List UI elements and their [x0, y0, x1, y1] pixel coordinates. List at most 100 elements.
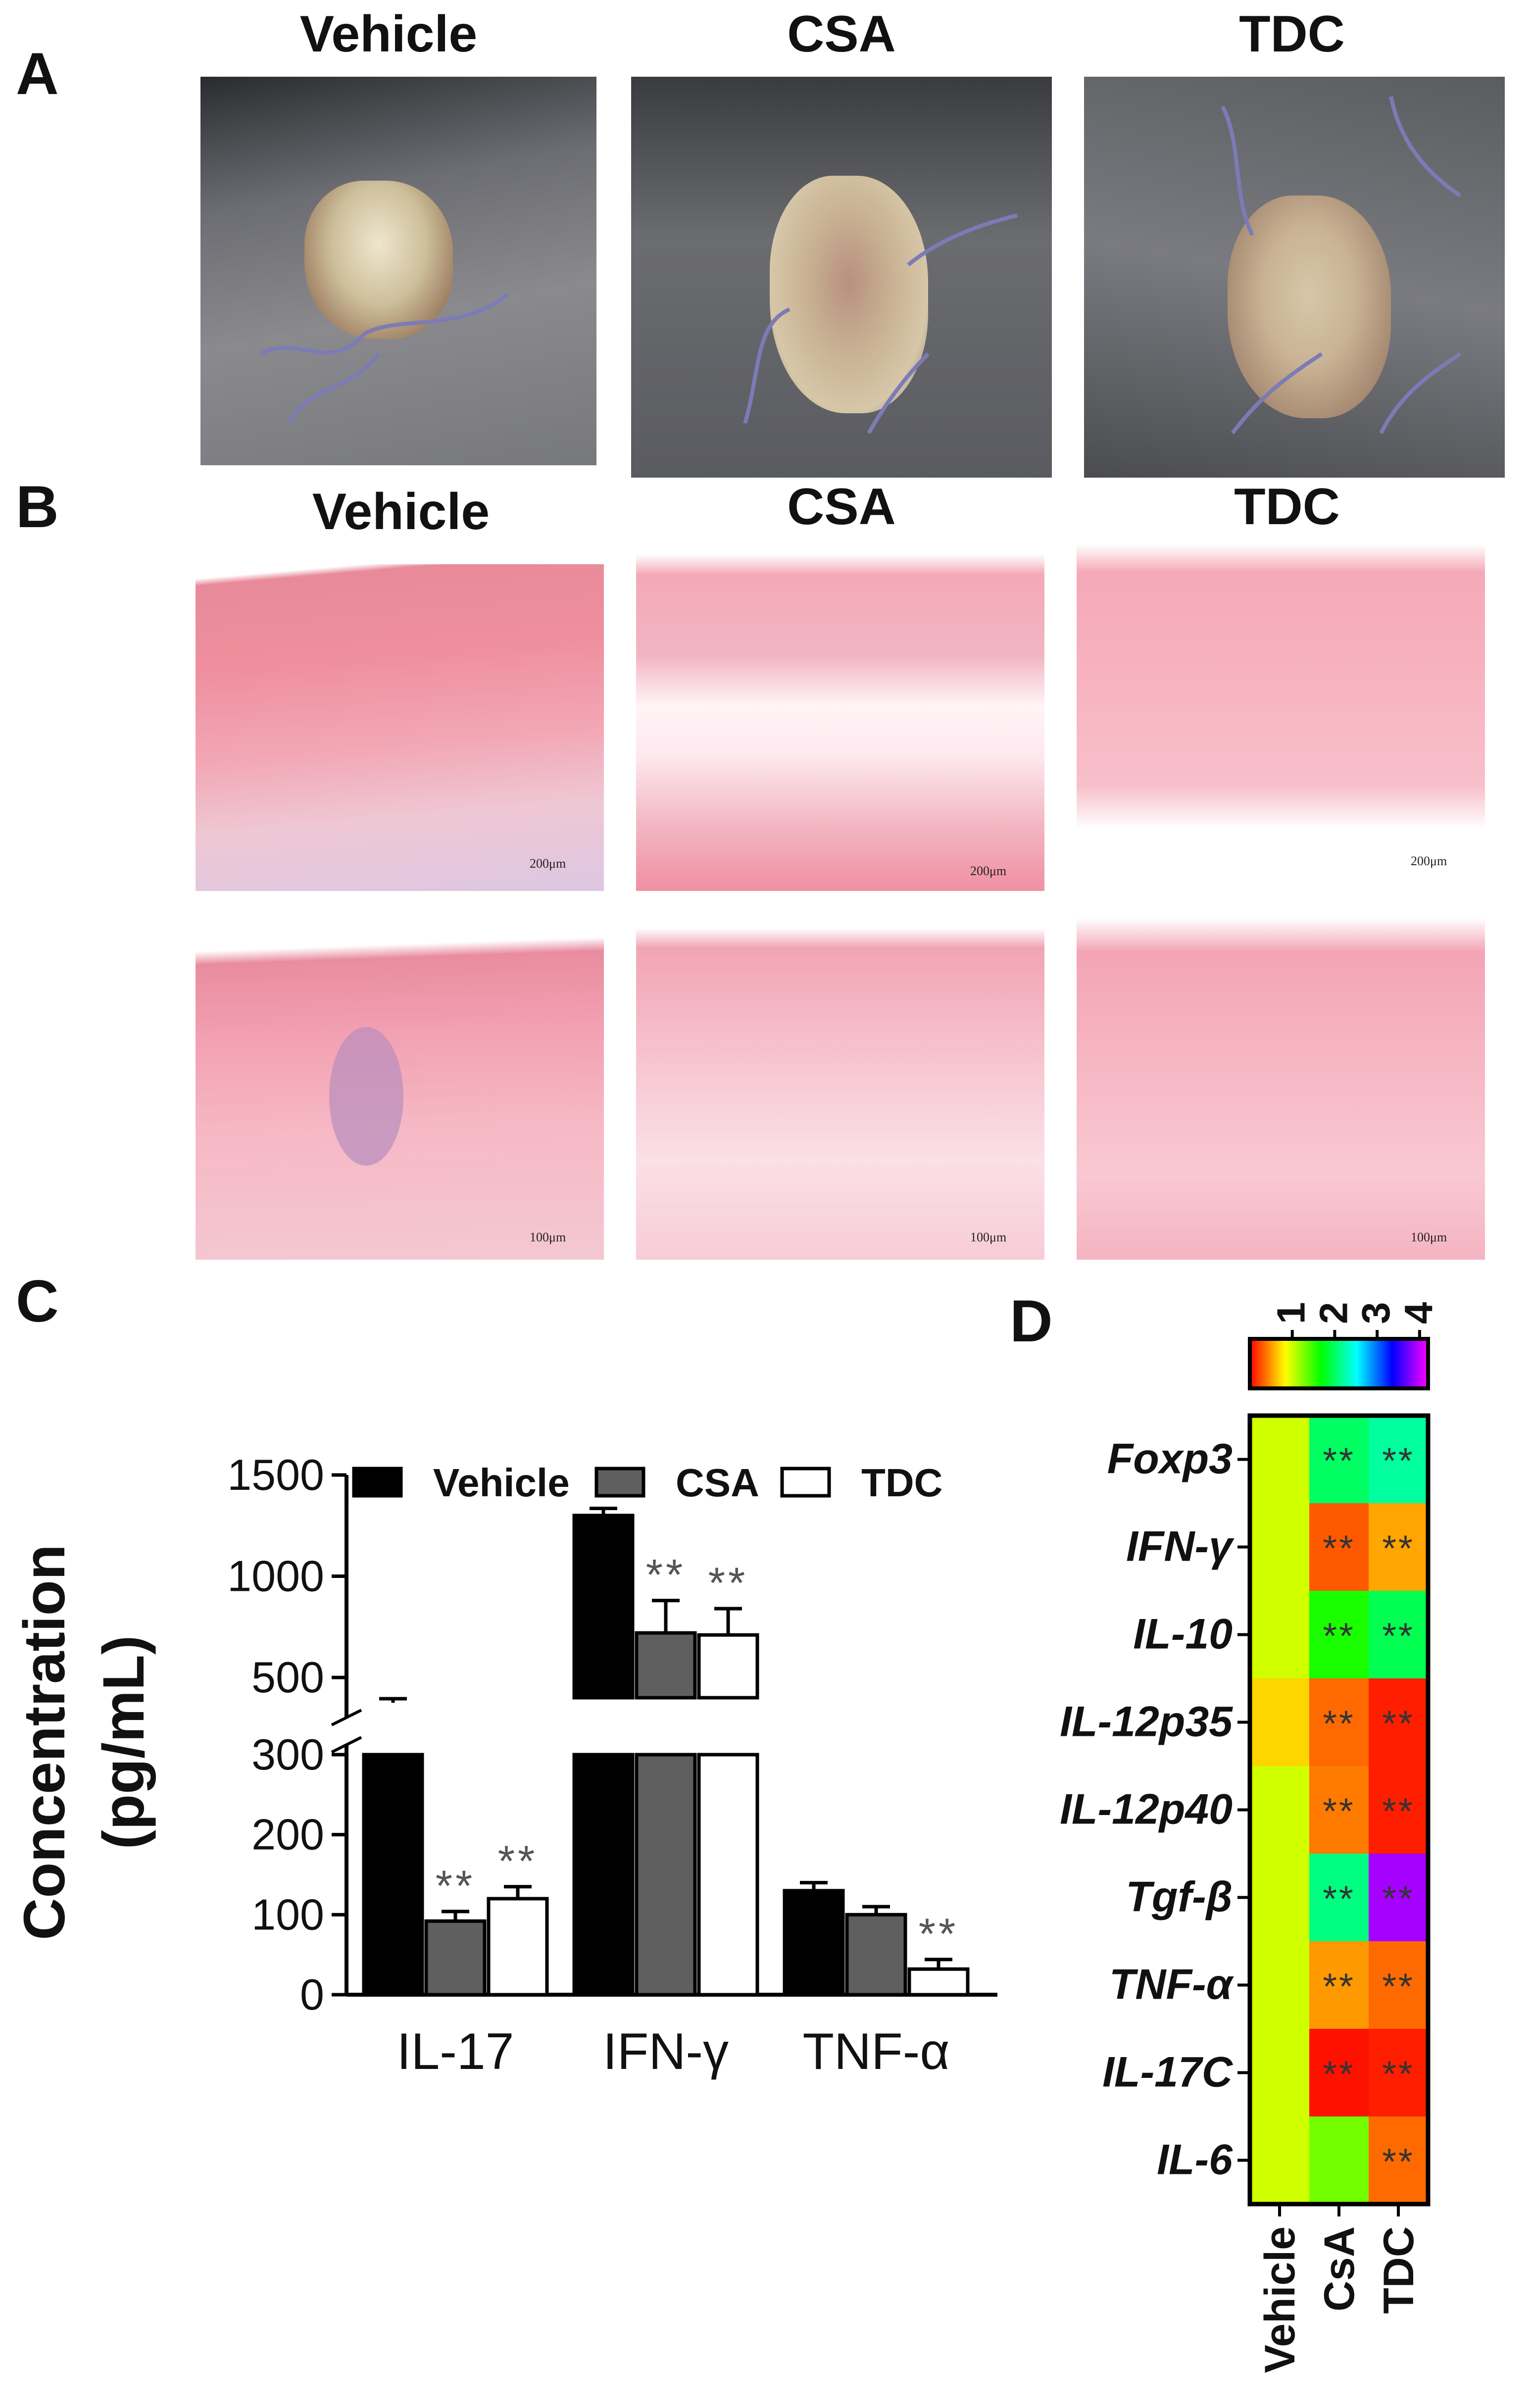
bar-vehicle-1-lower: [572, 1753, 635, 1997]
heatmap-cell: [1250, 2029, 1309, 2116]
histology-csa-high-mag: 100μm: [636, 928, 1044, 1260]
panel-label-c: C: [16, 1268, 59, 1334]
colorbar-tick-label: 3: [1354, 1302, 1398, 1325]
bar-tdc-2: [907, 1967, 970, 1997]
significance-marker: **: [498, 1836, 538, 1885]
bar-csa-1-lower: [635, 1753, 697, 1997]
heatmap-cell: [1369, 1503, 1428, 1591]
legend-swatch-tdc: [780, 1467, 831, 1498]
legend-swatch-csa: [594, 1467, 645, 1498]
axis-break-mark-bottom: [331, 1736, 362, 1754]
heatmap-significance: **: [1382, 1966, 1415, 2007]
heatmap-cell: [1250, 1941, 1309, 2029]
heatmap-cell: [1369, 2116, 1428, 2204]
bar-csa-1: [635, 1631, 697, 1700]
histology-vehicle-high-mag: 100μm: [196, 938, 604, 1260]
scale-bar-100-csa: 100μm: [970, 1230, 1007, 1244]
heatmap-row-label: Tgf-β: [1126, 1873, 1233, 1921]
legend-swatch-vehicle: [352, 1467, 403, 1498]
y-axis-title-line1: Concentration: [12, 1544, 77, 1940]
panel-b-title-csa: CSA: [787, 478, 896, 536]
bar-vehicle-0-lower: [362, 1753, 424, 1997]
y-tick-label: 100: [251, 1890, 324, 1939]
histology-vehicle-low-mag: 200μm: [196, 564, 604, 891]
axis-break-mark-top: [331, 1709, 362, 1726]
heatmap-row-label: IL-12p35: [1060, 1698, 1233, 1746]
heatmap-cell: [1250, 1591, 1309, 1678]
heatmap-significance: **: [1323, 1791, 1355, 1832]
y-tick-label: 500: [251, 1653, 324, 1702]
y-tick-label: 0: [300, 1970, 324, 2019]
heatmap-cell: [1369, 2029, 1428, 2116]
scale-bar-200-tdc: 200μm: [1411, 854, 1447, 868]
photo-vehicle-mouse-skin: [200, 77, 596, 465]
bar-vehicle-2: [783, 1889, 845, 1997]
colorbar-tick-label: 1: [1269, 1302, 1313, 1325]
heatmap-row-label: IL-17C: [1102, 2049, 1234, 2096]
panel-b-title-vehicle: Vehicle: [312, 483, 490, 541]
heatmap-cell: [1369, 1591, 1428, 1678]
panel-c-bar-chart: 0 100 200 300 500 1000 1500 Concentration (pg/mL…: [12, 1450, 997, 2080]
heatmap-cell: [1250, 1854, 1309, 1941]
heatmap-significance: **: [1382, 1878, 1415, 1919]
heatmap-significance: **: [1323, 1528, 1355, 1569]
heatmap-significance: **: [1323, 2054, 1355, 2095]
heatmap-cell: [1250, 2116, 1309, 2204]
heatmap-significance: **: [1323, 1878, 1355, 1919]
heatmap-significance: **: [1323, 1440, 1355, 1481]
y-tick-label: 300: [251, 1730, 324, 1779]
heatmap-cell: [1309, 1854, 1369, 1941]
heatmap-row-label: IFN-γ: [1126, 1523, 1235, 1571]
heatmap-cell: [1369, 1854, 1428, 1941]
panel-a-title-tdc: TDC: [1239, 5, 1345, 63]
panel-label-d: D: [1010, 1288, 1053, 1354]
bar-vehicle-1: [572, 1514, 635, 1700]
legend-label-csa: CSA: [676, 1461, 759, 1505]
heatmap-cell: [1369, 1941, 1428, 2029]
bar-csa-0: [424, 1919, 487, 1997]
panel-label-a: A: [16, 41, 59, 107]
heatmap-row-label: TNF-α: [1109, 1961, 1235, 2009]
significance-marker: **: [436, 1861, 476, 1910]
bar-tdc-0: [487, 1897, 549, 1997]
heatmap-significance: **: [1382, 1440, 1415, 1481]
heatmap-column-label: CsA: [1316, 2226, 1363, 2311]
photo-csa-mouse-skin: [631, 77, 1052, 478]
heatmap-significance: **: [1382, 2054, 1415, 2095]
panel-a-title-vehicle: Vehicle: [299, 5, 478, 63]
scale-bar-100-tdc: 100μm: [1411, 1230, 1447, 1244]
heatmap-significance: **: [1382, 1791, 1415, 1832]
y-axis-title-line2: (pg/mL): [91, 1635, 156, 1850]
heatmap-significance: **: [1323, 1966, 1355, 2007]
heatmap-cell: [1309, 1678, 1369, 1766]
significance-marker: **: [919, 1909, 959, 1958]
heatmap-cell: [1309, 1941, 1369, 2029]
colorbar-tick-label: 2: [1311, 1302, 1355, 1325]
heatmap-cell: [1250, 1503, 1309, 1591]
heatmap-significance: **: [1382, 2141, 1415, 2182]
heatmap-row-label: Foxp3: [1107, 1435, 1233, 1483]
significance-marker: **: [708, 1558, 748, 1607]
histology-tdc-high-mag: 100μm: [1077, 918, 1485, 1260]
panel-b-title-tdc: TDC: [1234, 478, 1340, 536]
histology-tdc-low-mag: 200μm: [1077, 544, 1485, 891]
scale-bar-200-csa: 200μm: [970, 864, 1007, 878]
legend-label-tdc: TDC: [861, 1461, 942, 1505]
bar-csa-2: [845, 1913, 907, 1997]
legend-label-vehicle: Vehicle: [433, 1461, 570, 1505]
heatmap-cell: [1250, 1678, 1309, 1766]
x-category-label: IFN-γ: [603, 2023, 729, 2080]
heatmap-cell: [1369, 1678, 1428, 1766]
bar-tdc-1: [697, 1633, 759, 1700]
heatmap-significance: **: [1323, 1703, 1355, 1744]
heatmap-cell: [1250, 1766, 1309, 1854]
heatmap-row-label: IL-10: [1133, 1611, 1233, 1658]
heatmap-row-label: IL-12p40: [1060, 1786, 1233, 1833]
scale-bar-100-vehicle: 100μm: [530, 1230, 566, 1244]
y-tick-label: 1500: [227, 1450, 324, 1499]
histology-csa-low-mag: 200μm: [636, 554, 1044, 891]
colorbar: [1248, 1337, 1430, 1390]
heatmap-significance: **: [1382, 1703, 1415, 1744]
heatmap-significance: **: [1382, 1616, 1415, 1657]
